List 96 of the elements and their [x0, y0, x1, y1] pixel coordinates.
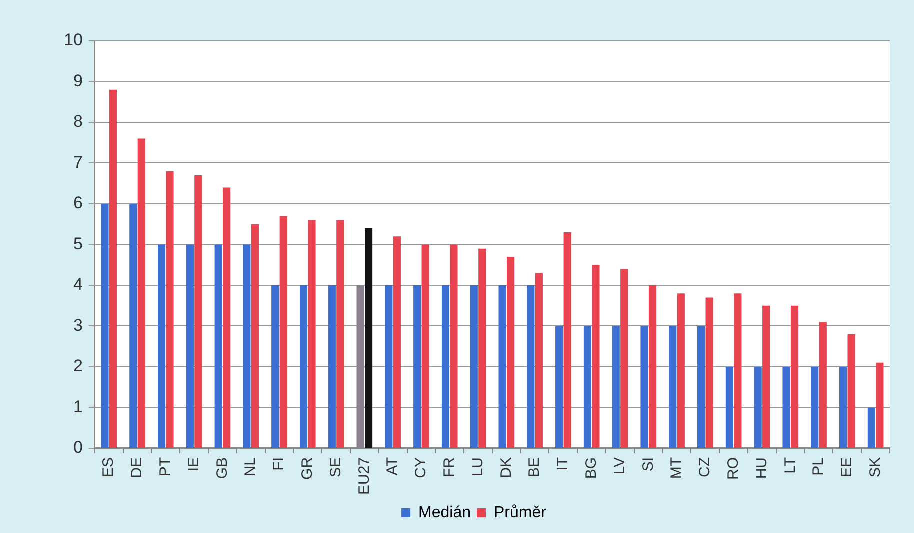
bar [726, 366, 734, 448]
x-tick-label: GB [214, 457, 231, 480]
y-tick-label: 2 [73, 356, 83, 376]
x-tick-label: NL [242, 457, 260, 477]
x-tick-label: EU27 [356, 457, 373, 496]
bar [819, 322, 827, 448]
y-tick-label: 4 [73, 275, 83, 294]
bar [677, 294, 685, 448]
bar [186, 244, 194, 448]
x-tick-label: PT [157, 457, 174, 477]
bar [478, 248, 486, 448]
bar [564, 232, 572, 448]
x-tick-label: FI [270, 457, 288, 471]
bar [876, 362, 884, 448]
x-tick-label: SE [327, 457, 344, 478]
x-tick-label: PL [810, 457, 828, 476]
bar [648, 285, 657, 448]
bar [584, 326, 592, 448]
y-tick-label: 10 [64, 30, 83, 50]
bar [328, 285, 336, 448]
bar [592, 265, 600, 448]
bar [470, 285, 478, 448]
x-tick-label: EE [838, 457, 856, 478]
bar [669, 326, 677, 448]
y-tick-label: 1 [73, 397, 83, 416]
x-tick-label: HU [753, 457, 770, 480]
bar [498, 285, 506, 448]
bar [868, 408, 876, 448]
bar [385, 285, 393, 448]
bar [251, 224, 259, 448]
bar [506, 256, 515, 448]
bar [698, 326, 706, 448]
x-tick-label: LV [611, 457, 628, 475]
legend-label: Průměr [494, 504, 548, 522]
x-tick-label: LU [469, 457, 486, 477]
x-tick-label: ES [100, 457, 118, 478]
bar [754, 366, 762, 448]
bar [811, 366, 819, 448]
bar [243, 244, 251, 448]
x-tick-label: BE [526, 457, 544, 478]
x-tick-label: FR [441, 457, 458, 478]
y-tick-label: 0 [73, 438, 83, 458]
y-tick-label: 7 [73, 152, 83, 172]
bar [393, 236, 401, 448]
bar [109, 90, 118, 448]
bar [848, 334, 856, 448]
x-tick-label: CY [412, 457, 430, 478]
x-tick-label: SK [866, 457, 884, 478]
bar [194, 175, 202, 448]
y-tick-label: 9 [73, 71, 83, 90]
bar [214, 244, 222, 448]
y-tick-label: 3 [73, 316, 83, 335]
x-tick-label: GR [299, 457, 316, 480]
bar [272, 285, 280, 448]
bar [556, 326, 564, 448]
x-tick-label: IT [554, 457, 572, 471]
bar [280, 216, 288, 448]
bar [336, 220, 344, 448]
bar [612, 326, 620, 448]
x-tick-label: IE [185, 457, 202, 472]
bar [422, 244, 430, 448]
bar [365, 228, 373, 448]
bar [300, 285, 308, 448]
x-tick-label: BG [582, 457, 600, 480]
bar [706, 298, 714, 448]
bar [223, 188, 231, 448]
x-tick-label: SI [640, 457, 657, 472]
x-tick-label: RO [724, 457, 742, 480]
bar [158, 244, 166, 448]
bar [782, 366, 790, 448]
bar [535, 273, 543, 448]
bar [130, 204, 138, 448]
bar [308, 220, 316, 448]
x-tick-label: DK [498, 457, 515, 478]
x-tick-label: AT [384, 457, 402, 476]
bar [166, 171, 174, 448]
legend-label: Medián [418, 504, 472, 522]
x-tick-label: CZ [696, 457, 714, 478]
bar [527, 285, 535, 448]
bar [442, 285, 450, 448]
bar [840, 366, 848, 448]
x-tick-label: MT [668, 457, 686, 480]
x-tick-label: DE [128, 457, 146, 478]
y-tick-label: 8 [73, 112, 83, 132]
bar [138, 138, 146, 448]
bar [620, 269, 628, 448]
bar [734, 294, 742, 448]
bar [640, 326, 648, 448]
bar [450, 244, 458, 448]
y-tick-label: 5 [73, 234, 83, 254]
bar [790, 306, 799, 448]
bar [414, 285, 422, 448]
bar [101, 204, 109, 448]
y-tick-label: 6 [73, 194, 83, 213]
bar [762, 306, 770, 448]
x-tick-label: LT [782, 457, 799, 474]
